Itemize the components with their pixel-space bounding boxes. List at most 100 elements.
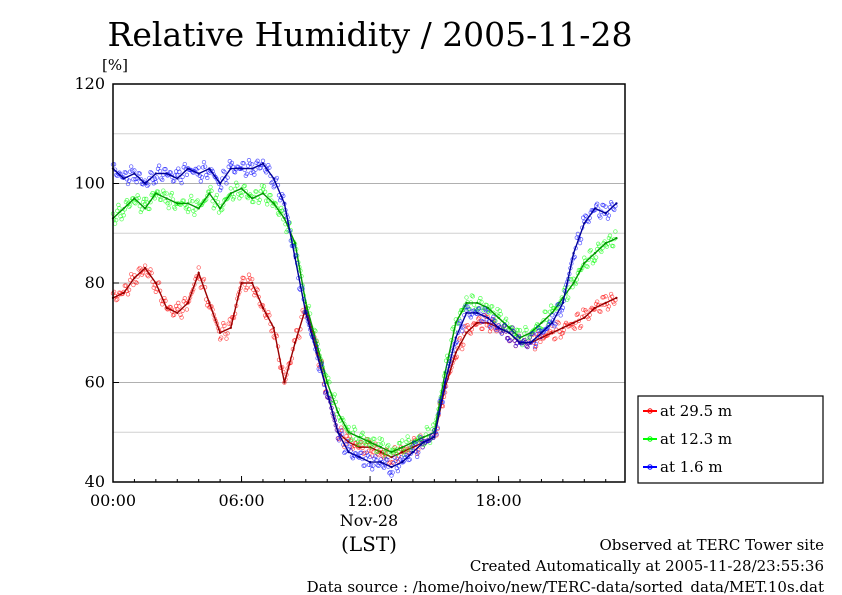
sample-point	[126, 178, 132, 183]
sample-point	[125, 292, 131, 297]
sample-point	[336, 438, 342, 443]
sample-point	[146, 182, 151, 187]
sample-point	[477, 315, 482, 320]
sample-point	[469, 293, 474, 298]
sample-point	[385, 457, 390, 462]
data-point	[293, 341, 297, 344]
sample-point	[116, 171, 121, 176]
sample-point	[556, 301, 561, 307]
legend-marker	[647, 408, 653, 414]
sample-point	[134, 180, 139, 185]
sample-point	[555, 319, 560, 325]
x-tick-label: 12:00	[347, 491, 393, 510]
x-axis-label: (LST)	[341, 532, 397, 556]
sample-point	[407, 445, 412, 450]
sample-point	[115, 297, 120, 302]
data-point	[240, 167, 243, 170]
sample-point	[577, 240, 583, 246]
sample-point	[461, 342, 466, 347]
sample-point	[171, 312, 177, 317]
data-point	[379, 446, 382, 449]
data-point	[422, 436, 425, 439]
data-point	[486, 306, 490, 310]
sample-point	[480, 305, 485, 311]
sample-point	[164, 191, 169, 196]
data-point	[240, 281, 243, 285]
sample-point	[249, 170, 254, 175]
sample-point	[574, 312, 579, 317]
sample-point	[359, 450, 364, 455]
sample-point	[415, 454, 420, 459]
legend-item-29-5m: at 29.5 m	[643, 402, 732, 420]
sample-point	[246, 158, 252, 163]
data-point	[347, 450, 350, 454]
series-line-1-6m	[112, 162, 617, 468]
sample-point	[466, 325, 471, 330]
sample-point	[163, 167, 168, 172]
series-29-5m	[110, 263, 618, 468]
data-point	[218, 207, 222, 210]
sample-point	[254, 189, 259, 194]
sample-point	[214, 192, 220, 198]
sample-point	[343, 449, 348, 454]
sample-point	[180, 174, 185, 179]
sample-point	[466, 307, 471, 312]
sample-point	[133, 201, 138, 206]
sample-point	[533, 341, 539, 347]
sample-point	[178, 312, 183, 317]
sample-point	[611, 244, 616, 249]
sample-point	[400, 438, 405, 443]
sample-point	[463, 323, 468, 329]
sample-point	[559, 308, 564, 313]
data-point	[529, 341, 532, 344]
sample-point	[198, 285, 203, 290]
sample-point	[403, 449, 408, 454]
sample-point	[593, 255, 599, 260]
sample-point	[601, 203, 606, 208]
data-point	[251, 167, 254, 170]
sample-point	[213, 195, 218, 200]
data-point	[476, 321, 479, 324]
data-point	[143, 182, 147, 185]
sample-point	[205, 175, 210, 181]
sample-point	[395, 468, 401, 474]
sample-point	[195, 198, 200, 203]
sample-point	[491, 314, 496, 320]
sample-point	[464, 295, 469, 300]
sample-point	[411, 440, 417, 445]
sample-point	[224, 336, 229, 341]
sample-point	[412, 441, 418, 446]
data-point	[508, 326, 511, 329]
sample-point	[244, 171, 250, 177]
sample-point	[226, 194, 231, 199]
sample-point	[149, 170, 154, 176]
data-point	[551, 331, 554, 334]
sample-point	[171, 178, 177, 184]
sample-point	[277, 198, 283, 203]
sample-point	[538, 339, 543, 345]
sample-point	[123, 170, 129, 175]
sample-point	[588, 247, 593, 253]
sample-point	[535, 334, 540, 339]
sample-point	[457, 318, 463, 324]
sample-point	[383, 450, 389, 455]
sample-point	[586, 316, 591, 322]
x-tick-label: 06:00	[218, 491, 264, 510]
series-samples-29-5m	[110, 263, 618, 468]
data-point	[208, 192, 211, 195]
sample-point	[339, 425, 344, 430]
sample-point	[571, 325, 576, 330]
data-point	[186, 202, 190, 205]
sample-point	[598, 309, 603, 314]
sample-point	[461, 324, 466, 329]
sample-point	[211, 206, 216, 211]
data-point	[583, 222, 586, 225]
sample-point	[344, 433, 349, 439]
sample-point	[527, 335, 532, 340]
sample-point	[460, 346, 465, 352]
sample-point	[368, 463, 374, 468]
sample-point	[371, 449, 376, 455]
sample-point	[396, 464, 402, 469]
sample-point	[205, 193, 210, 199]
sample-point	[250, 276, 255, 282]
